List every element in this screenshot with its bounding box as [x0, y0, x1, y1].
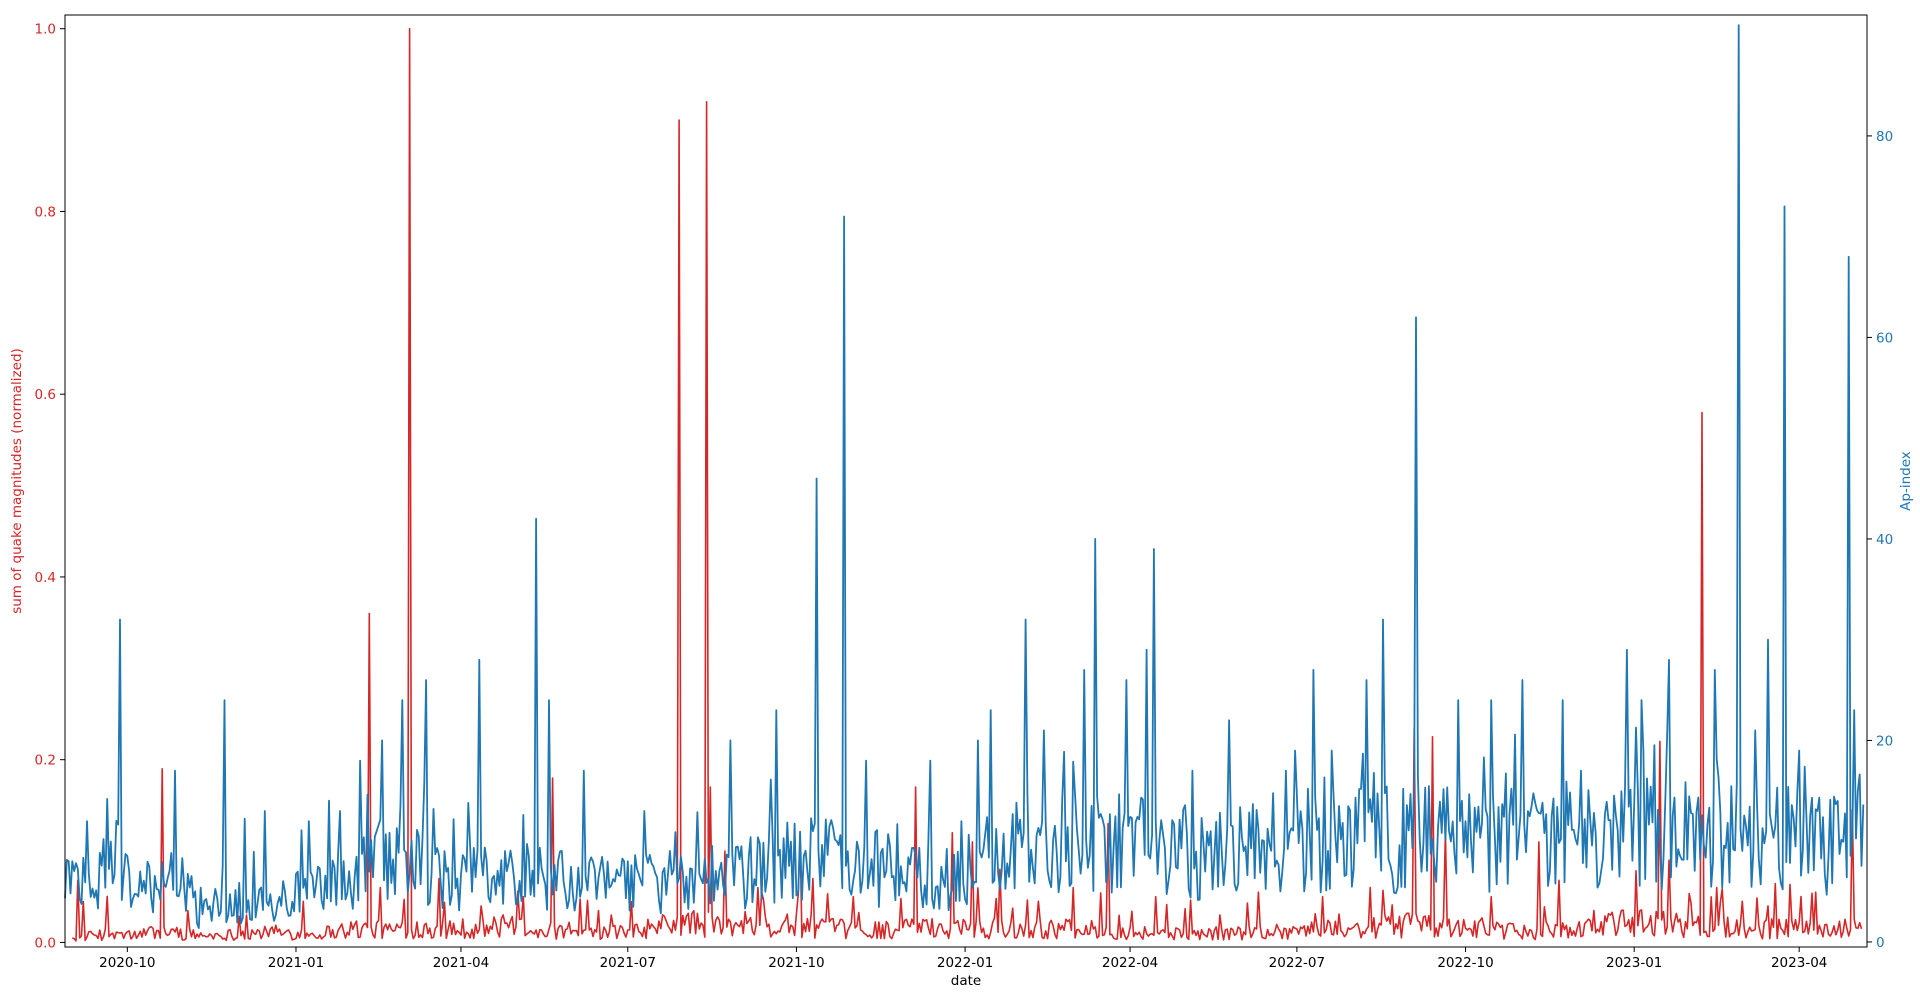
x-tick-label: 2021-04	[433, 955, 489, 971]
ap-index-series-layer	[64, 24, 1865, 929]
y-left-tick-label: 0.6	[35, 387, 56, 403]
x-tick-label: 2023-04	[1771, 955, 1827, 971]
x-tick-label: 2022-10	[1437, 955, 1493, 971]
x-tick-label: 2022-04	[1102, 955, 1158, 971]
quake-series-line	[72, 27, 1863, 942]
x-tick-label: 2021-07	[600, 955, 656, 971]
x-tick-label: 2022-07	[1269, 955, 1325, 971]
x-tick-label: 2021-10	[768, 955, 824, 971]
y-axis-left: 0.0 0.2 0.4 0.6 0.8 1.0	[35, 22, 65, 951]
y-axis-left-title: sum of quake magnitudes (normalized)	[9, 348, 25, 614]
ap-index-series-line	[64, 24, 1865, 929]
y-axis-right-title: Ap-index	[1898, 451, 1914, 511]
y-left-tick-label: 0.2	[35, 753, 56, 769]
y-right-tick-label: 60	[1876, 330, 1893, 346]
x-axis-title: date	[951, 973, 981, 989]
y-right-tick-label: 20	[1876, 733, 1893, 749]
y-left-tick-label: 0.0	[35, 935, 56, 951]
x-tick-label: 2021-01	[268, 955, 324, 971]
x-tick-label: 2022-01	[937, 955, 993, 971]
y-right-tick-label: 40	[1876, 532, 1893, 548]
y-left-tick-label: 0.4	[35, 570, 56, 586]
plot-frame	[64, 14, 1868, 948]
y-left-tick-label: 0.8	[35, 204, 56, 220]
y-axis-right: 0 20 40 60 80	[1867, 129, 1893, 951]
y-right-tick-label: 80	[1876, 129, 1893, 145]
x-tick-label: 2020-10	[99, 955, 155, 971]
x-tick-label: 2023-01	[1606, 955, 1662, 971]
x-axis: 2020-10 2021-01 2021-04 2021-07 2021-10 2022-…	[99, 947, 1827, 971]
y-right-tick-label: 0	[1876, 935, 1885, 951]
quake-series-layer	[72, 27, 1863, 942]
y-left-tick-label: 1.0	[35, 22, 56, 38]
